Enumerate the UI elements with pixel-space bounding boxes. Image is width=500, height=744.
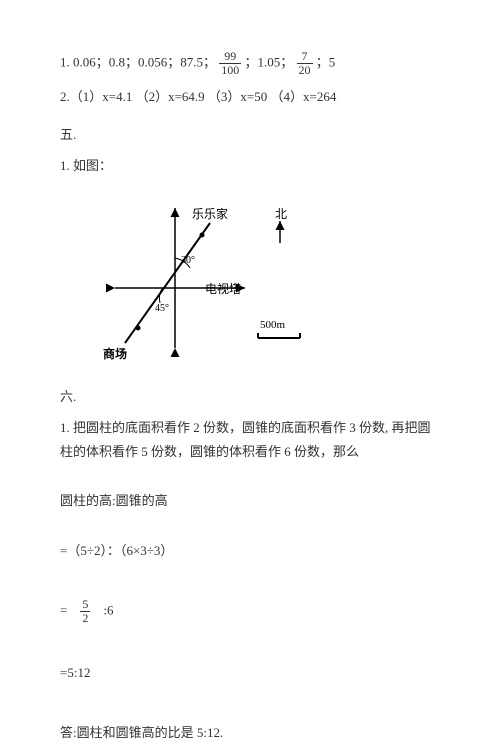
text: ；1.05； (245, 55, 294, 70)
angle-45: 45° (155, 303, 169, 314)
numerator: 99 (219, 50, 241, 64)
numerator: 5 (80, 598, 90, 612)
answer-sentence: 答:圆柱和圆锥高的比是 5:12. (60, 721, 440, 744)
text: ；5 (316, 55, 336, 70)
fraction-99-100: 99 100 (219, 50, 241, 77)
answer-line-2: 2.（1）x=4.1 （2）x=64.9 （3）x=50 （4）x=264 (60, 85, 440, 108)
label-north: 北 (275, 207, 287, 221)
diagram-svg: 乐乐家 北 电视塔 商场 30° 45° 500m (100, 193, 320, 363)
denominator: 20 (297, 64, 313, 77)
section-5-heading: 五. (60, 123, 440, 146)
denominator: 100 (219, 64, 241, 77)
denominator: 2 (80, 612, 90, 625)
section-5-item: 1. 如图： (60, 154, 440, 177)
angle-30: 30° (181, 255, 195, 266)
compass-diagram: 乐乐家 北 电视塔 商场 30° 45° 500m (100, 193, 440, 370)
label-scale: 500m (260, 319, 286, 331)
label-lele: 乐乐家 (192, 206, 228, 221)
step-3: =5:12 (60, 661, 440, 684)
fraction-5-2: 5 2 (80, 598, 90, 625)
section-6-heading: 六. (60, 385, 440, 408)
problem-statement: 1. 把圆柱的底面积看作 2 份数，圆锥的底面积看作 3 份数, 再把圆柱的体积… (60, 416, 440, 463)
step-2: = 5 2 :6 (60, 598, 440, 625)
label-mall: 商场 (103, 346, 127, 361)
ratio-tail: :6 (103, 603, 113, 618)
equals: = (60, 603, 67, 618)
step-1: =（5÷2）：（6×3÷3） (60, 539, 440, 562)
label-tower: 电视塔 (205, 281, 241, 296)
text: 1. 0.06；0.8；0.056；87.5； (60, 55, 216, 70)
numerator: 7 (297, 50, 313, 64)
fraction-7-20: 7 20 (297, 50, 313, 77)
ratio-label: 圆柱的高:圆锥的高 (60, 489, 440, 512)
answer-line-1: 1. 0.06；0.8；0.056；87.5； 99 100 ；1.05； 7 … (60, 50, 440, 77)
